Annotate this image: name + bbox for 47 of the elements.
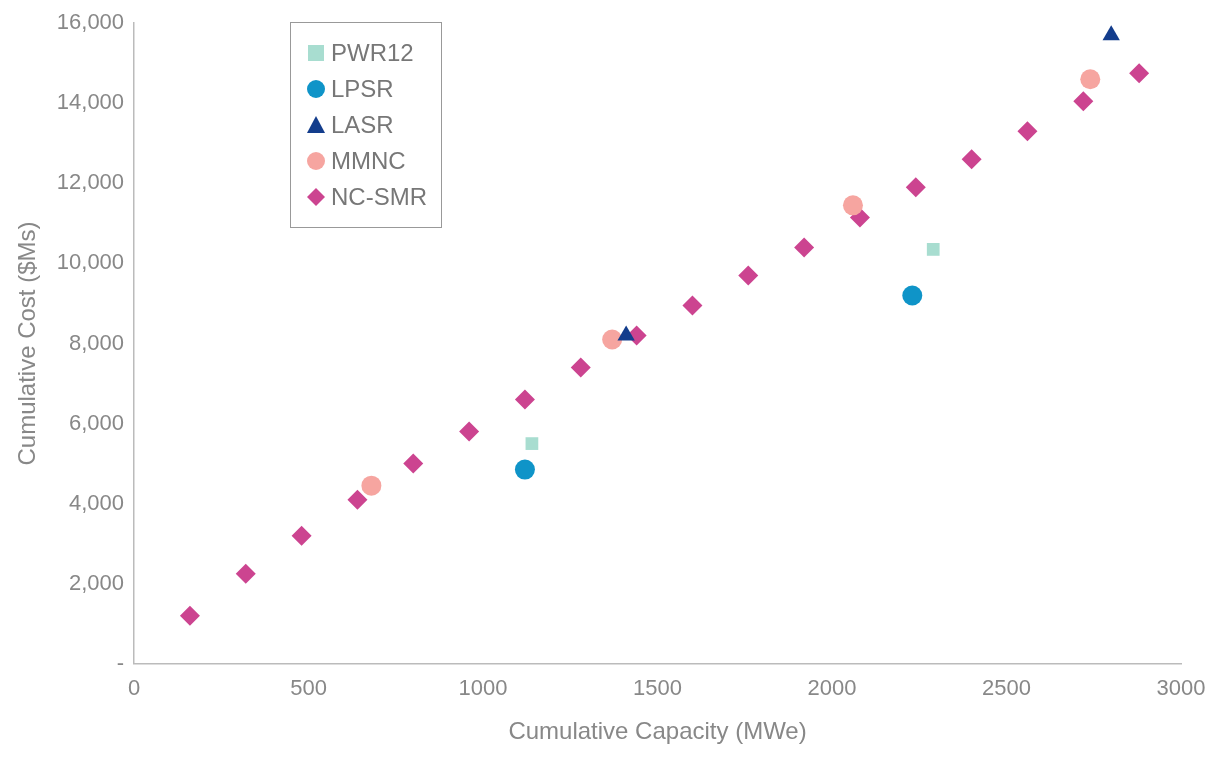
- point: [361, 475, 382, 496]
- x-tick-label: 1500: [633, 675, 683, 701]
- point: [1073, 91, 1094, 112]
- point: [291, 525, 312, 546]
- legend-label: PWR12: [331, 39, 414, 67]
- point: [842, 195, 863, 216]
- point: [738, 265, 759, 286]
- point: [570, 357, 591, 378]
- point: [926, 243, 940, 256]
- y-tick-label: 6,000: [69, 409, 125, 435]
- y-axis-title: Cumulative Cost ($Ms): [13, 221, 41, 466]
- y-tick-label: 8,000: [69, 329, 125, 355]
- point: [682, 295, 703, 316]
- x-tick-label: 2000: [807, 675, 857, 701]
- y-tick-label: -: [116, 649, 125, 675]
- point: [403, 453, 424, 474]
- point: [179, 605, 200, 626]
- y-tick-label: 10,000: [56, 249, 125, 275]
- x-tick-label: 3000: [1156, 675, 1206, 701]
- point: [1129, 63, 1150, 84]
- y-tick-label: 16,000: [56, 9, 125, 35]
- y-tick-label: 2,000: [69, 569, 125, 595]
- point: [525, 437, 539, 450]
- point: [794, 237, 815, 258]
- y-tick-label: 12,000: [56, 169, 125, 195]
- point: [1080, 69, 1101, 90]
- legend-label: LASR: [331, 111, 394, 139]
- x-axis-title: Cumulative Capacity (MWe): [508, 717, 807, 745]
- legend-label: NC-SMR: [331, 183, 427, 211]
- point: [514, 389, 535, 410]
- point: [235, 563, 256, 584]
- x-tick-label: 2500: [982, 675, 1031, 701]
- legend-label: MMNC: [331, 147, 406, 175]
- x-tick-label: 1000: [458, 675, 508, 701]
- x-tick-label: 500: [290, 675, 327, 701]
- x-tick-label: 0: [127, 675, 141, 701]
- y-tick-label: 14,000: [56, 89, 125, 115]
- point: [902, 285, 923, 306]
- point: [459, 421, 480, 442]
- point: [602, 329, 623, 350]
- point: [1017, 121, 1038, 142]
- point: [514, 459, 535, 480]
- point: [905, 177, 926, 198]
- legend-label: LPSR: [331, 75, 394, 103]
- y-tick-label: 4,000: [69, 489, 125, 515]
- point: [347, 489, 368, 510]
- point: [961, 149, 982, 170]
